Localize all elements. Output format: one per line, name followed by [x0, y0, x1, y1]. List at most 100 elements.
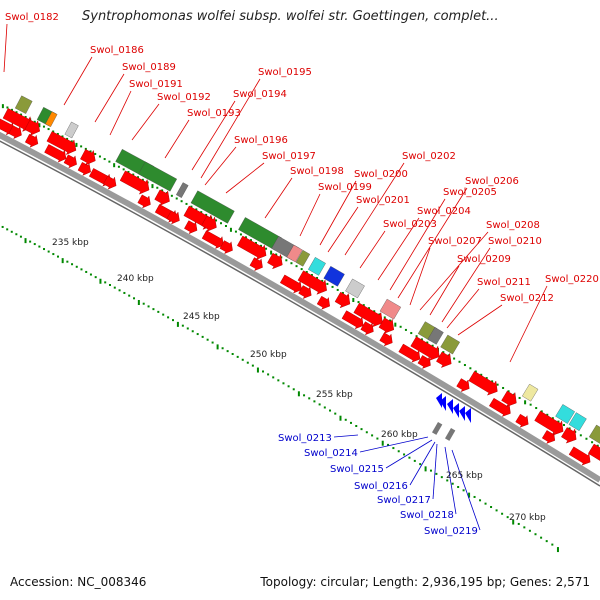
- tick-mark-inner: [551, 543, 554, 546]
- tick-mark-outer: [70, 140, 73, 143]
- tick-mark-inner: [277, 379, 280, 382]
- tick-mark-inner: [376, 437, 379, 440]
- tick-mark-inner: [457, 486, 460, 489]
- tick-mark-outer: [103, 158, 106, 161]
- tick-mark-outer: [394, 322, 397, 327]
- gene-label-forward: Swol_0194: [233, 89, 287, 100]
- tick-mark-outer: [431, 344, 434, 347]
- cog-box: [138, 161, 178, 192]
- tick-mark-outer: [378, 313, 381, 316]
- callout-line-reverse: [385, 439, 433, 469]
- cds-arrow-forward: [119, 170, 150, 195]
- tick-mark-inner: [167, 316, 170, 319]
- tick-mark-inner: [19, 235, 22, 238]
- callout-line-forward: [419, 231, 489, 311]
- tick-mark-inner: [297, 391, 300, 397]
- cds-arrow-forward: [341, 310, 364, 330]
- tick-mark-outer: [10, 108, 13, 111]
- gene-label-forward: Swol_0199: [318, 182, 372, 193]
- tick-mark-inner: [236, 355, 239, 358]
- callout-line-forward: [429, 265, 460, 316]
- tick-mark-inner: [381, 440, 384, 446]
- tick-mark-outer: [249, 239, 252, 242]
- tick-mark-inner: [241, 358, 244, 361]
- tick-mark-inner: [323, 406, 326, 409]
- callout-line-reverse: [359, 436, 429, 453]
- tick-mark-outer: [362, 304, 365, 307]
- tick-mark-inner: [1, 225, 4, 228]
- tick-mark-outer: [254, 241, 257, 244]
- callout-line-forward: [377, 217, 420, 281]
- cds-arrow-forward: [249, 257, 263, 272]
- tick-mark-inner: [397, 450, 400, 453]
- gene-callouts: Swol_0182 Swol_0186 Swol_0189 Swol_0191 Swol…: [3, 12, 599, 537]
- callout-line-forward: [299, 193, 321, 237]
- tick-mark-inner: [171, 319, 174, 322]
- tick-mark-outer: [426, 341, 429, 344]
- tick-mark-outer: [1, 104, 4, 109]
- tick-mark-outer: [200, 211, 203, 214]
- tick-mark-outer: [524, 400, 527, 405]
- tick-mark-inner: [56, 255, 59, 258]
- tick-mark-inner: [392, 447, 395, 450]
- tick-mark-inner: [360, 428, 363, 431]
- cds-arrow-forward: [316, 295, 330, 310]
- tick-mark-outer: [596, 444, 599, 447]
- tick-mark-inner: [61, 258, 64, 264]
- cds-arrow-reverse: [436, 393, 442, 408]
- gene-label-forward: Swol_0186: [90, 45, 144, 56]
- cds-arrow-forward: [80, 149, 96, 166]
- cds-arrow-forward: [534, 410, 564, 436]
- gene-label-forward: Swol_0202: [402, 151, 456, 162]
- cog-box: [379, 298, 402, 320]
- tick-mark-inner: [38, 245, 41, 248]
- tick-mark-outer: [285, 259, 288, 262]
- tick-mark-inner: [429, 469, 432, 472]
- tick-mark-outer: [442, 351, 445, 354]
- tick-mark-outer: [47, 128, 50, 131]
- cds-arrow-reverse: [453, 403, 459, 418]
- tick-mark-inner: [85, 270, 88, 273]
- cog-box: [522, 383, 539, 402]
- tick-mark-outer: [38, 123, 41, 128]
- cds-arrow-forward: [103, 175, 117, 190]
- tick-mark-outer: [275, 253, 278, 256]
- tick-mark-inner: [334, 412, 337, 415]
- cog-box: [295, 250, 311, 267]
- tick-mark-inner: [6, 228, 9, 231]
- reverse-cds-track: [432, 393, 471, 441]
- gene-label-forward: Swol_0195: [258, 67, 312, 78]
- cds-arrow-forward: [334, 291, 351, 309]
- tick-mark-inner: [462, 489, 465, 492]
- tick-mark-outer: [546, 413, 549, 416]
- tick-mark-inner: [29, 240, 32, 243]
- callout-line-reverse: [333, 434, 359, 438]
- tick-mark-outer: [239, 233, 242, 236]
- tick-mark-inner: [501, 512, 504, 515]
- tick-mark-outer: [6, 106, 9, 109]
- tick-mark-inner: [24, 238, 27, 244]
- tick-mark-inner: [246, 361, 249, 364]
- cog-box: [588, 424, 600, 446]
- tick-mark-outer: [98, 155, 101, 158]
- tick-mark-outer: [557, 420, 560, 423]
- tick-mark-inner: [267, 373, 270, 376]
- tick-mark-inner: [10, 230, 13, 233]
- tick-mark-inner: [186, 327, 189, 330]
- tick-mark-inner: [371, 434, 374, 437]
- tick-mark-inner: [80, 268, 83, 271]
- callout-line-forward: [441, 247, 491, 323]
- cog-box: [440, 334, 460, 355]
- cog-box: [568, 412, 587, 431]
- tick-mark-inner: [344, 418, 347, 421]
- kbp-label: 270 kbp: [509, 513, 546, 523]
- cds-arrow-forward: [515, 413, 529, 428]
- cds-arrow-forward: [561, 427, 577, 444]
- gene-label-forward: Swol_0200: [354, 169, 408, 180]
- tick-mark-inner: [142, 302, 145, 305]
- tick-mark-outer: [270, 250, 273, 255]
- cds-arrow-reverse: [465, 408, 471, 423]
- tick-mark-inner: [157, 310, 160, 313]
- cds-arrow-forward: [184, 220, 198, 235]
- cds-arrow-forward: [63, 154, 77, 169]
